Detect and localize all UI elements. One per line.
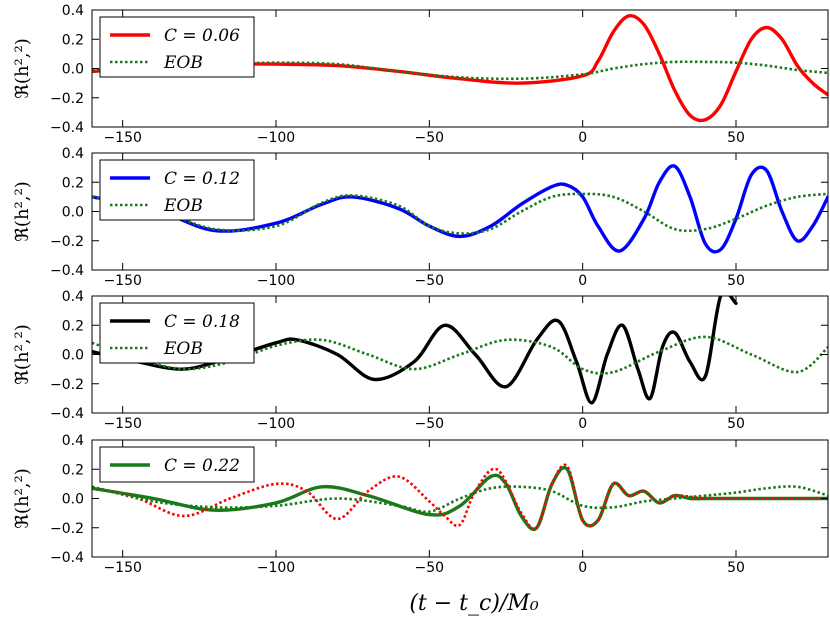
y-axis-label: ℜ(h²,²) bbox=[12, 324, 33, 384]
series-line-eob bbox=[92, 485, 828, 514]
x-tick-label: 50 bbox=[727, 273, 745, 289]
y-tick-label: 0.0 bbox=[62, 492, 84, 508]
x-tick-label: −100 bbox=[257, 416, 295, 432]
panel-2: −150 −100 −50 0 50 0.4 0.2 0.0 −0.2 −0.4 ℜ(h²,²) C … bbox=[12, 146, 829, 289]
series-line-c-0-18 bbox=[92, 296, 738, 405]
y-tick-label: −0.2 bbox=[50, 91, 84, 107]
y-tick-label: −0.4 bbox=[50, 406, 84, 422]
series-line-eob bbox=[92, 60, 828, 81]
y-tick-label: 0.2 bbox=[62, 175, 84, 191]
panel-1: −150 −100 −50 0 50 0.4 0.2 0.0 −0.2 −0.4 ℜ(h²,²) C … bbox=[12, 3, 829, 146]
series-line-eob bbox=[92, 335, 828, 375]
legend-label: EOB bbox=[163, 196, 203, 216]
y-tick-label: 0.4 bbox=[62, 3, 84, 19]
legend-label: C = 0.18 bbox=[164, 312, 240, 332]
y-tick-label: −0.2 bbox=[50, 521, 84, 537]
panel-3: −150 −100 −50 0 50 0.4 0.2 0.0 −0.2 −0.4 ℜ(h²,²) C … bbox=[12, 289, 829, 432]
x-tick-label: −150 bbox=[103, 130, 141, 146]
x-tick-label: −100 bbox=[257, 273, 295, 289]
y-tick-label: 0.4 bbox=[62, 146, 84, 162]
y-tick-label: 0.0 bbox=[62, 348, 84, 364]
y-tick-label: 0.0 bbox=[62, 62, 84, 78]
y-tick-label: 0.4 bbox=[62, 433, 84, 449]
x-tick-label: −50 bbox=[415, 416, 445, 432]
series-line-c-0-22 bbox=[92, 465, 828, 531]
x-tick-label: 50 bbox=[727, 416, 745, 432]
legend bbox=[99, 159, 255, 221]
x-tick-label: −150 bbox=[103, 560, 141, 576]
y-tick-label: 0.2 bbox=[62, 462, 84, 478]
y-tick-label: 0.2 bbox=[62, 318, 84, 334]
legend-label: C = 0.06 bbox=[164, 26, 240, 46]
legend-label: EOB bbox=[163, 53, 203, 73]
legend-label: EOB bbox=[163, 339, 203, 359]
y-tick-label: 0.4 bbox=[62, 289, 84, 305]
x-tick-label: −50 bbox=[415, 273, 445, 289]
legend bbox=[99, 302, 255, 364]
series-line-red-dotted bbox=[92, 463, 828, 531]
y-axis-label: ℜ(h²,²) bbox=[12, 38, 33, 98]
legend bbox=[99, 16, 255, 78]
x-tick-label: 50 bbox=[727, 560, 745, 576]
panel-4: −150 −100 −50 0 50 0.4 0.2 0.0 −0.2 −0.4 ℜ(h²,²) C … bbox=[12, 433, 829, 576]
x-axis-label: (t − t_c)/M₀ bbox=[409, 591, 539, 616]
y-tick-label: 0.2 bbox=[62, 32, 84, 48]
x-tick-label: −50 bbox=[415, 130, 445, 146]
y-axis-label: ℜ(h²,²) bbox=[12, 181, 33, 241]
x-tick-label: 0 bbox=[578, 273, 587, 289]
x-tick-label: 0 bbox=[578, 560, 587, 576]
y-axis-label: ℜ(h²,²) bbox=[12, 468, 33, 528]
x-tick-label: −150 bbox=[103, 416, 141, 432]
x-tick-label: −50 bbox=[415, 560, 445, 576]
x-tick-label: 0 bbox=[578, 130, 587, 146]
legend-label: C = 0.12 bbox=[164, 169, 240, 189]
x-tick-label: −150 bbox=[103, 273, 141, 289]
x-tick-label: −100 bbox=[257, 560, 295, 576]
legend-label: C = 0.22 bbox=[164, 456, 240, 476]
series-line-c-0-06 bbox=[92, 13, 828, 123]
x-tick-label: 0 bbox=[578, 416, 587, 432]
y-tick-label: −0.2 bbox=[50, 377, 84, 393]
series-line-c-0-12 bbox=[92, 164, 828, 254]
y-tick-label: −0.4 bbox=[50, 120, 84, 136]
y-tick-label: −0.4 bbox=[50, 263, 84, 279]
y-tick-label: −0.2 bbox=[50, 234, 84, 250]
x-tick-label: −100 bbox=[257, 130, 295, 146]
x-tick-label: 50 bbox=[727, 130, 745, 146]
y-tick-label: 0.0 bbox=[62, 205, 84, 221]
y-tick-label: −0.4 bbox=[50, 550, 84, 566]
